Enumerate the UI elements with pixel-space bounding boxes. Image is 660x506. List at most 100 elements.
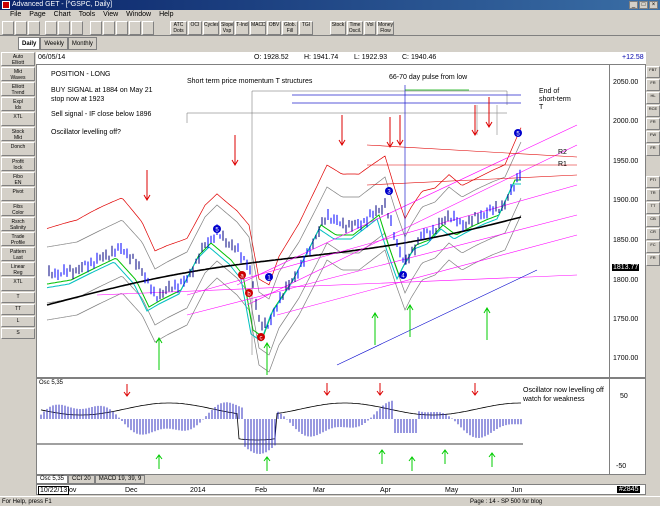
lower-gray-band [46, 197, 522, 356]
toolbar-obv[interactable]: OBV [267, 21, 281, 35]
sidebar-item-donch[interactable]: Donch [1, 142, 35, 156]
drawtool-7[interactable]: FR [646, 144, 660, 156]
drawtool-11[interactable]: CB [646, 215, 660, 227]
price-tick: 2050.00 [613, 79, 639, 86]
print-icon[interactable] [45, 21, 57, 35]
toolbar-money-flow[interactable]: Money Flow [377, 21, 394, 35]
sidebar-item-trade-profile[interactable]: Trade Profile [1, 232, 35, 246]
tab-macd[interactable]: MACD 19, 39, 9 [94, 475, 146, 484]
sidebar-item-xtl[interactable]: XTL [1, 112, 35, 126]
sidebar-item-auto-elliott[interactable]: Auto Elliott [1, 52, 35, 66]
sidebar-item-l[interactable]: L [1, 316, 35, 327]
wave-marker-label: 5 [215, 228, 219, 234]
drawtool-5[interactable]: FR [646, 118, 660, 130]
save-icon[interactable] [28, 21, 40, 35]
bar-count: #2845 [617, 486, 641, 493]
sidebar-item-fibs-color[interactable]: Fibs Color [1, 202, 35, 216]
sidebar-item-stock-mkt[interactable]: Stock Mkt [1, 127, 35, 141]
menu-view[interactable]: View [103, 11, 119, 18]
maximize-button[interactable]: □ [639, 1, 648, 9]
close-button[interactable]: × [649, 1, 658, 9]
tab-daily[interactable]: Daily [18, 37, 41, 50]
t-structure-bracket [251, 90, 508, 355]
open-icon[interactable] [15, 21, 27, 35]
oscillator-panel[interactable]: Osc 5,35 Oscillator now levelling off wa… [36, 378, 610, 475]
line-icon[interactable] [116, 21, 128, 35]
sidebar-item-expl-idx[interactable]: Expl Idx [1, 97, 35, 111]
menu-tools[interactable]: Tools [78, 11, 96, 18]
sidebar-item-fibo[interactable]: Fibo EN [1, 172, 35, 186]
pulse-note: 66-70 day pulse from low [389, 74, 468, 81]
sidebar-item-elliott-trend[interactable]: Elliott Trend [1, 82, 35, 96]
drawtool-6[interactable]: FW [646, 131, 660, 143]
time-tick: Feb [255, 487, 268, 494]
price-chart[interactable]: 5 1 3 4 5 a b c POSITION - LONG BUY SIGNAL at 1… [36, 64, 610, 378]
text-icon[interactable] [129, 21, 141, 35]
close-value: C: 1940.46 [402, 54, 437, 61]
r2-label: R2 [558, 149, 567, 156]
black-sma [46, 216, 522, 306]
sidebar-item-mkt-waves[interactable]: Mkt Waves [1, 67, 35, 81]
bar-date: 06/05/14 [38, 54, 66, 61]
toolbar-vol[interactable]: Vol [364, 21, 376, 35]
toolbar-glob-fill[interactable]: Glob. Fill [282, 21, 298, 35]
buy-arrow-icon [263, 342, 271, 375]
toolbar-stock[interactable]: Stock [330, 21, 346, 35]
tab-cci[interactable]: CCI 20 [68, 475, 95, 484]
drawtool-14[interactable]: FR [646, 254, 660, 266]
wave-marker [399, 271, 407, 279]
sidebar-item-profit-lock[interactable]: Profit lock [1, 157, 35, 171]
tab-osc[interactable]: Osc 5,35 [36, 475, 69, 484]
wave-marker-label: b [247, 292, 251, 298]
toolbar-time-oscil[interactable]: Time Oscil. [347, 21, 363, 35]
drawtool-13[interactable]: FC [646, 241, 660, 253]
tab-monthly[interactable]: Monthly [67, 37, 97, 50]
menu-window[interactable]: Window [126, 11, 152, 18]
menu-chart[interactable]: Chart [53, 11, 71, 18]
drawtool-10[interactable]: TT [646, 202, 660, 214]
toolbar-macd[interactable]: MACD [250, 21, 266, 35]
drawtool-2[interactable]: FR [646, 79, 660, 91]
sidebar-item-pattern[interactable]: Pattern Last [1, 247, 35, 261]
copy-icon[interactable] [71, 21, 83, 35]
sidebar-item-pivot[interactable]: Pivot [1, 187, 35, 201]
pointer-icon[interactable] [103, 21, 115, 35]
period-tabs: Daily Weekly Monthly [18, 37, 97, 50]
menu-page[interactable]: Page [29, 11, 46, 18]
resistance-line [366, 174, 578, 186]
channel-line [96, 274, 578, 296]
time-tick: Jun [511, 487, 523, 494]
grid-icon[interactable] [142, 21, 154, 35]
drawtool-8[interactable]: PTI [646, 176, 660, 188]
wave-marker-label: a [240, 274, 244, 280]
osc-sell-arrow-icon [376, 383, 384, 396]
sidebar-item-tt[interactable]: TT [1, 304, 35, 315]
drawtool-9[interactable]: TR [646, 189, 660, 201]
time-tick: Apr [380, 487, 391, 494]
zoom-icon[interactable] [90, 21, 102, 35]
toolbar-slope[interactable]: Slope Vsp [220, 21, 234, 35]
sidebar-item-linear-reg[interactable]: Linear Reg [1, 262, 35, 276]
tab-weekly[interactable]: Weekly [40, 37, 68, 50]
toolbar-oci[interactable]: OCI [188, 21, 202, 35]
buy-arrow-icon [406, 304, 414, 337]
drawtool-3[interactable]: HL [646, 92, 660, 104]
drawtool-12[interactable]: CR [646, 228, 660, 240]
new-icon[interactable] [2, 21, 14, 35]
drawtool-1[interactable]: FBT [646, 66, 660, 78]
toolbar-t-ind[interactable]: T-Ind [235, 21, 249, 35]
minimize-button[interactable]: _ [629, 1, 638, 9]
toolbar-atc-dots[interactable]: ATC Dots [170, 21, 187, 35]
drawtool-4[interactable]: RCE [646, 105, 660, 117]
ohlc-header: 06/05/14 O: 1928.52 H: 1941.74 L: 1922.9… [36, 52, 646, 64]
resistance-line [366, 144, 578, 158]
cut-icon[interactable] [58, 21, 70, 35]
menu-file[interactable]: File [10, 11, 22, 18]
menu-help[interactable]: Help [159, 11, 174, 18]
sidebar-item-s[interactable]: S [1, 328, 35, 339]
sidebar-item-research[interactable]: Rsrch Salinity [1, 217, 35, 231]
sidebar-item-t[interactable]: T [1, 292, 35, 303]
sidebar-item-xtl-2[interactable]: XTL [1, 277, 35, 291]
toolbar-cycles[interactable]: Cycles [203, 21, 219, 35]
toolbar-tgi[interactable]: TGI [299, 21, 313, 35]
